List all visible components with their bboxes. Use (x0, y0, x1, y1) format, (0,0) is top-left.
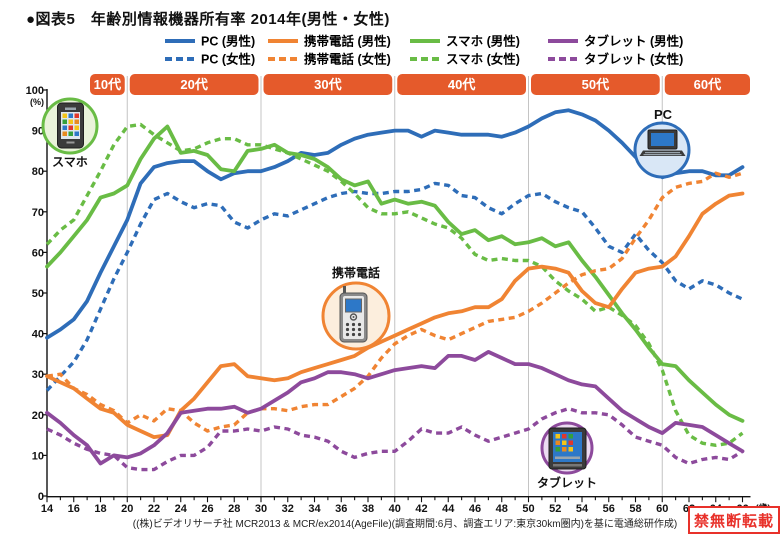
x-tick-label-38: 38 (362, 503, 374, 515)
x-tick-label-16: 16 (68, 503, 80, 515)
age-band-20s (129, 74, 259, 95)
series-line-pc-male (45, 108, 745, 340)
feature-phone-icon: 携帯電話 (321, 265, 391, 351)
y-tick-label-80: 80 (32, 166, 44, 178)
figure-title: ●図表5 年齢別情報機器所有率 2014年(男性・女性) (26, 11, 390, 28)
x-tick-label-22: 22 (148, 503, 160, 515)
x-tick-label-14: 14 (41, 503, 54, 515)
y-tick-label-30: 30 (32, 369, 44, 381)
age-band-label-60s: 60代 (694, 77, 721, 92)
legend-layer: PC (男性) 携帯電話 (男性) スマホ (男性) タブレット (男性) PC (女性… (165, 34, 683, 67)
legend-sumaho-female-label: スマホ (女性) (446, 52, 520, 67)
x-tick-label-44: 44 (442, 503, 455, 515)
smartphone-icon: スマホ (41, 97, 99, 169)
x-tick-label-30: 30 (255, 503, 267, 515)
source-note: ((株)ビデオリサーチ社 MCR2013 & MCR/ex2014(AgeFil… (132, 519, 678, 530)
x-tick-label-26: 26 (201, 503, 213, 515)
x-tick-label-52: 52 (549, 503, 561, 515)
age-band-label-10s: 10代 (94, 77, 121, 92)
y-tick-label-20: 20 (32, 410, 44, 422)
smartphone-icon-label: スマホ (52, 155, 88, 169)
series-line-keitai-female (46, 171, 743, 433)
x-tick-label-56: 56 (603, 503, 615, 515)
x-tick-label-50: 50 (522, 503, 534, 515)
series-line-tablet-male (45, 349, 745, 466)
y-tick-label-40: 40 (32, 329, 44, 341)
age-band-layer: 10代 20代 30代 40代 50代 60代 (90, 74, 750, 95)
legend-keitai-male-label: 携帯電話 (男性) (304, 34, 391, 49)
legend-tablet-female-label: タブレット (女性) (584, 52, 683, 67)
age-band-label-50s: 50代 (582, 77, 609, 92)
legend-sumaho-male-label: スマホ (男性) (446, 34, 520, 49)
pc-icon: PC (633, 107, 691, 179)
no-reproduction-stamp: 禁無断転載 (688, 506, 780, 534)
series-line-tablet-female (46, 407, 744, 472)
y-axis-unit: (%) (30, 97, 44, 107)
legend-keitai-female-label: 携帯電話 (女性) (304, 52, 391, 67)
y-tick-label-10: 10 (32, 450, 44, 462)
x-tick-label-24: 24 (175, 503, 188, 515)
series-layer (45, 108, 745, 472)
feature-phone-icon-label: 携帯電話 (332, 265, 380, 280)
x-tick-label-20: 20 (121, 503, 133, 515)
age-band-label-30s: 30代 (314, 77, 341, 92)
x-tick-label-48: 48 (496, 503, 508, 515)
series-line-sumaho-female (45, 122, 744, 447)
age-band-label-40s: 40代 (448, 77, 475, 92)
x-tick-label-54: 54 (576, 503, 589, 515)
pc-icon-label: PC (654, 107, 673, 122)
x-tick-label-46: 46 (469, 503, 481, 515)
x-tick-label-32: 32 (282, 503, 294, 515)
tablet-icon: タブレット (537, 421, 597, 490)
x-tick-label-36: 36 (335, 503, 347, 515)
x-tick-label-60: 60 (656, 503, 668, 515)
no-reproduction-stamp-text: 禁無断転載 (693, 512, 774, 530)
legend-tablet-male-label: タブレット (男性) (584, 34, 683, 49)
series-line-sumaho-male (45, 124, 745, 423)
age-band-30s (263, 74, 393, 95)
legend-pc-male-label: PC (男性) (201, 34, 255, 49)
y-tick-label-70: 70 (32, 207, 44, 219)
y-tick-label-100: 100 (26, 85, 44, 97)
x-tick-label-58: 58 (629, 503, 641, 515)
x-tick-label-28: 28 (228, 503, 240, 515)
age-band-10s (90, 74, 125, 95)
y-tick-label-0: 0 (38, 491, 44, 503)
x-tick-label-34: 34 (308, 503, 321, 515)
y-tick-label-60: 60 (32, 247, 44, 259)
age-band-50s (531, 74, 660, 95)
y-tick-label-50: 50 (32, 288, 44, 300)
tablet-icon-label: タブレット (537, 475, 597, 490)
x-tick-label-42: 42 (415, 503, 427, 515)
y-tick-label-90: 90 (32, 126, 44, 138)
series-line-pc-female (45, 181, 744, 392)
x-tick-label-40: 40 (389, 503, 401, 515)
age-band-label-20s: 20代 (180, 77, 207, 92)
legend-pc-female-label: PC (女性) (201, 52, 255, 67)
age-band-40s (397, 74, 526, 95)
age-band-60s (664, 74, 750, 95)
x-tick-label-18: 18 (94, 503, 106, 515)
